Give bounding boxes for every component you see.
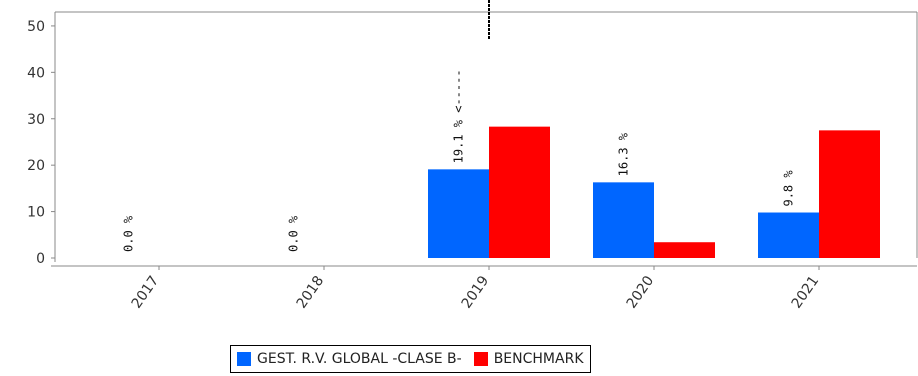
x-tick-label-2017: 2017 — [129, 273, 163, 311]
y-tick-label-3: 30 — [27, 112, 45, 128]
bar-2020-series-2 — [654, 242, 715, 258]
bar-2020-series-1 — [593, 182, 654, 258]
y-tick-label-1: 10 — [27, 205, 45, 221]
bar-2019-series-1 — [428, 169, 489, 258]
legend-swatch-series-2 — [473, 352, 488, 366]
x-tick-label-2018: 2018 — [294, 273, 328, 311]
legend-label-series-1: GEST. R.V. GLOBAL -CLASE B- — [257, 351, 462, 367]
data-label-2020: 16.3 % — [617, 132, 631, 176]
bar-2021-series-2 — [819, 130, 880, 258]
legend-label-series-2: BENCHMARK — [493, 351, 584, 367]
x-tick-label-2021: 2021 — [789, 273, 823, 311]
y-tick-label-0: 0 — [36, 251, 45, 267]
bar-2019-series-2 — [489, 126, 550, 258]
legend-item-series-1: GEST. R.V. GLOBAL -CLASE B- — [237, 351, 462, 367]
y-axis: 0 10 20 30 40 50 — [27, 11, 918, 267]
data-label-2019: 19.1 % <----- — [452, 69, 466, 163]
data-label-2018: 0.0 % — [287, 215, 301, 252]
x-tick-label-2020: 2020 — [624, 273, 658, 311]
data-label-2021: 9.8 % — [782, 170, 796, 207]
y-tick-label-4: 40 — [27, 65, 45, 81]
bar-2021-series-1 — [758, 212, 819, 258]
x-tick-label-2019: 2019 — [459, 273, 493, 311]
data-labels: 0.0 % 0.0 % 19.1 % <----- 16.3 % 9.8 % — [122, 0, 796, 252]
x-axis: 2017 2018 2019 2020 2021 — [51, 265, 917, 311]
bars — [428, 126, 880, 258]
legend: GEST. R.V. GLOBAL -CLASE B- BENCHMARK — [230, 345, 591, 373]
y-tick-label-5: 50 — [27, 19, 45, 35]
legend-item-series-2: BENCHMARK — [473, 351, 584, 367]
y-tick-label-2: 20 — [27, 158, 45, 174]
legend-swatch-series-1 — [237, 352, 251, 366]
data-label-2017: 0.0 % — [122, 215, 136, 252]
